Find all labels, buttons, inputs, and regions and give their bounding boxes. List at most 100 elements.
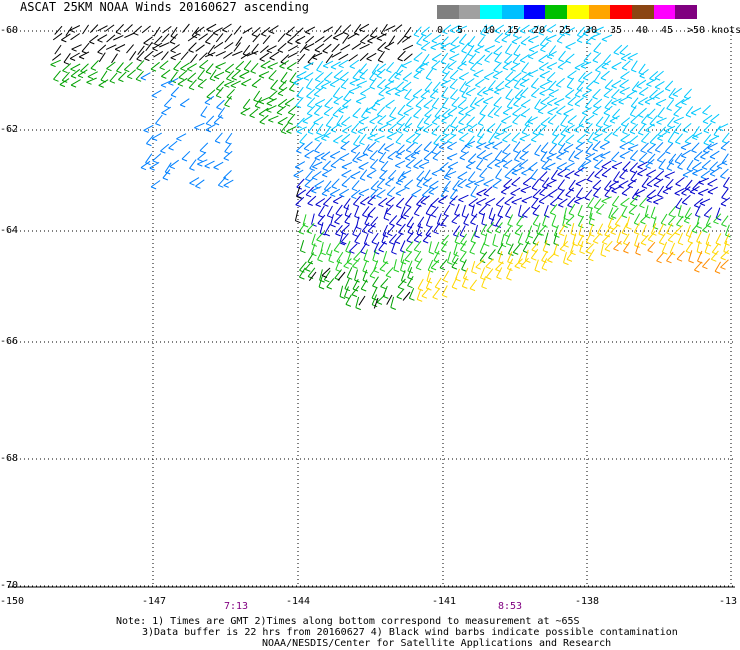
wind-barb (415, 258, 423, 271)
wind-barb (366, 52, 377, 62)
wind-barb (596, 203, 605, 215)
wind-barb (563, 251, 569, 266)
wind-barb (423, 114, 432, 126)
lat-label-68: -68 (0, 453, 19, 464)
wind-barb (519, 150, 529, 161)
wind-barb (373, 297, 379, 309)
lat-label-70: -70 (0, 580, 19, 591)
wind-barb (373, 260, 379, 274)
wind-barb (194, 122, 205, 131)
wind-barb (476, 197, 487, 206)
wind-barb (358, 116, 369, 125)
wind-barb (297, 53, 306, 63)
wind-barb (343, 90, 351, 102)
legend-swatch (502, 5, 525, 19)
wind-barb (180, 51, 189, 61)
wind-barb (442, 270, 450, 283)
wind-barb (646, 194, 657, 203)
wind-barb (342, 34, 350, 44)
wind-barb (338, 105, 349, 114)
wind-barb (312, 170, 322, 181)
wind-barb (511, 197, 522, 205)
wind-barb (639, 197, 648, 209)
wind-barb (657, 131, 667, 141)
wind-barb (511, 176, 521, 187)
wind-barb (581, 107, 592, 116)
wind-barb (311, 213, 317, 227)
wind-barb (428, 241, 435, 255)
wind-barb (611, 79, 622, 89)
wind-barb (420, 41, 431, 51)
wind-barb (432, 81, 441, 93)
wind-barb (530, 87, 540, 99)
wind-barb (334, 213, 343, 225)
wind-barb (512, 141, 521, 154)
wind-barb (417, 216, 425, 229)
wind-barb (150, 61, 160, 72)
wind-barb (485, 258, 494, 270)
wind-barb (416, 176, 424, 189)
wind-barb (645, 123, 655, 133)
wind-barb (685, 224, 692, 238)
wind-barb (486, 159, 496, 169)
legend-label: 5 (457, 25, 464, 36)
wind-barb (724, 233, 730, 246)
wind-barb (224, 142, 232, 155)
wind-barb (195, 26, 205, 36)
wind-barb (459, 251, 467, 264)
wind-barb (403, 206, 412, 218)
wind-barb (419, 61, 430, 70)
wind-barb (541, 177, 550, 189)
wind-barb (353, 195, 361, 207)
wind-barb (635, 242, 641, 256)
wind-barb (141, 25, 151, 34)
wind-barb (235, 36, 243, 47)
wind-barb (384, 41, 395, 51)
wind-barb (501, 152, 511, 163)
wind-barb (539, 185, 548, 197)
wind-barb (530, 77, 539, 89)
wind-barb (404, 251, 413, 263)
wind-barb (610, 224, 619, 235)
wind-barb (215, 33, 224, 43)
wind-barb (395, 187, 406, 196)
wind-barb (374, 135, 385, 143)
wind-barb (262, 35, 271, 45)
wind-barb (180, 62, 190, 72)
wind-barb (557, 168, 568, 177)
lon-label-144: -144 (286, 596, 311, 607)
legend-swatch (437, 5, 460, 19)
wind-barb (224, 63, 235, 74)
wind-barb (413, 52, 423, 62)
wind-barb (115, 24, 124, 35)
wind-barb (693, 151, 703, 162)
wind-barb (691, 222, 700, 234)
lat-label-66: -66 (0, 336, 19, 347)
wind-barb (620, 133, 631, 143)
wind-barb (470, 185, 478, 198)
wind-barb (560, 115, 568, 128)
wind-barb (585, 80, 595, 91)
wind-barb (212, 27, 223, 36)
legend-label: 35 (610, 25, 623, 36)
wind-barb (461, 87, 469, 99)
wind-barb (564, 170, 575, 179)
wind-barb (534, 98, 542, 111)
wind-barb (144, 51, 154, 62)
wind-barb (187, 72, 197, 83)
wind-barb (668, 205, 677, 218)
wind-barb (697, 250, 703, 264)
wind-barb (476, 188, 487, 197)
wind-barb (215, 62, 226, 70)
wind-barb (311, 52, 323, 60)
wind-barb (450, 36, 460, 47)
wind-barb (551, 133, 560, 145)
wind-barb (428, 186, 439, 195)
wind-barb (492, 141, 503, 150)
wind-barb (347, 32, 358, 40)
wind-barb (553, 243, 559, 257)
wind-barb (106, 61, 116, 72)
wind-barb (359, 133, 367, 146)
wind-barb (258, 97, 270, 105)
wind-barb (565, 53, 575, 64)
